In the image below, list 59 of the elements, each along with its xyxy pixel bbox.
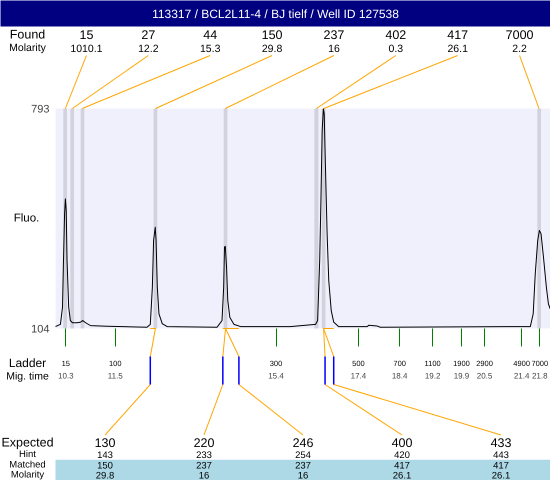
y-tick-label: 793 — [31, 104, 50, 116]
text: 16 — [198, 470, 210, 480]
text: Matched — [9, 459, 46, 470]
x-tick-label: 15.4 — [268, 372, 284, 380]
band-label: 150 — [262, 28, 283, 42]
annotation: 433 — [490, 436, 512, 450]
annotation: 16 — [328, 43, 340, 55]
x-tick-label: 20.5 — [476, 372, 493, 380]
text: 254 — [295, 450, 311, 461]
text: 443 — [493, 450, 509, 461]
text: 417 — [493, 460, 509, 472]
text: 16 — [298, 470, 308, 480]
x-tick-label: 17.4 — [350, 372, 367, 380]
annotation: 400 — [392, 436, 412, 450]
x-tick-label: 18.4 — [392, 372, 408, 380]
band-label: 402 — [385, 28, 406, 42]
x-axis-title: Mig. time — [6, 370, 49, 382]
annotation: 2.2 — [512, 43, 528, 55]
annotation: 29.8 — [262, 43, 282, 55]
y-tick-label: 104 — [31, 324, 50, 336]
line-series — [56, 108, 550, 328]
text: Expected — [1, 436, 54, 450]
y-axis-title: Fluo. — [14, 212, 40, 224]
text: Found — [10, 28, 46, 42]
annotation: 246 — [292, 436, 314, 450]
x-tick-label: 21.4 — [514, 372, 530, 380]
text: 26.1 — [492, 470, 510, 480]
annotation: 15.3 — [200, 43, 221, 55]
band-label: 27 — [141, 28, 156, 42]
text: 420 — [394, 450, 410, 461]
text: 237 — [295, 460, 311, 472]
text: Molarity — [9, 42, 47, 54]
text: 417 — [394, 460, 410, 472]
band-label: 7000 — [506, 28, 534, 42]
text: Ladder — [8, 356, 46, 370]
text: 237 — [196, 460, 212, 472]
text: 150 — [97, 460, 113, 472]
annotation: 26.1 — [447, 43, 468, 55]
band-label: 44 — [203, 28, 218, 42]
band-label: 15 — [79, 28, 94, 42]
chart-title: 113317 / BCL2L11-4 / BJ tielf / Well ID 127538 — [152, 7, 400, 21]
band-label: 417 — [447, 28, 468, 42]
x-tick-label: 19.2 — [424, 372, 441, 380]
annotation: 12.2 — [138, 43, 159, 55]
annotation: 220 — [194, 436, 214, 450]
text: 26.1 — [392, 470, 412, 480]
text: Molarity — [10, 469, 44, 480]
text: 29.8 — [96, 470, 114, 480]
x-tick-label: 10.3 — [58, 372, 74, 380]
text: 143 — [97, 450, 113, 461]
x-tick-label: 11.5 — [108, 372, 124, 380]
band-label: 237 — [324, 28, 344, 42]
text: Hint — [19, 449, 36, 460]
annotation: 130 — [94, 436, 116, 450]
x-tick-label: 19.9 — [454, 372, 470, 380]
annotation: 1010.1 — [70, 43, 103, 55]
text: 233 — [196, 450, 212, 461]
x-tick-label: 21.8 — [532, 372, 548, 380]
annotation: 0.3 — [388, 43, 404, 55]
